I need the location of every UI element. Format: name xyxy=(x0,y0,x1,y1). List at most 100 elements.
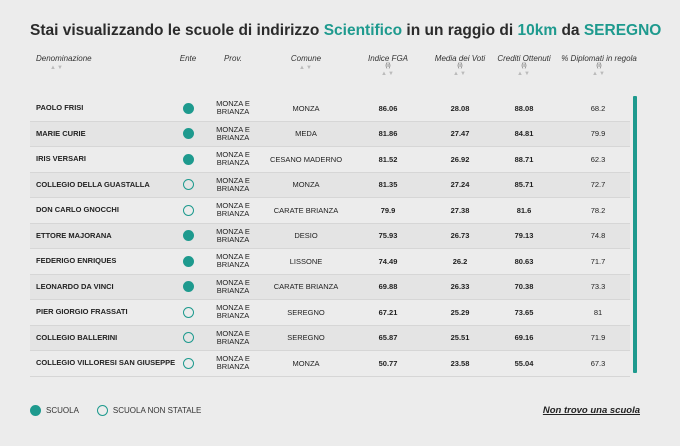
school-diplomati: 71.7 xyxy=(590,256,606,266)
legend-label-statale: SCUOLA xyxy=(46,406,79,415)
school-media-voti: 26.33 xyxy=(450,282,470,292)
school-crediti: 88.08 xyxy=(514,103,534,113)
ente-dot-icon xyxy=(182,179,194,191)
sort-icon[interactable]: ▲▼ xyxy=(50,65,64,71)
school-name[interactable]: FEDERIGO ENRIQUES xyxy=(36,256,117,266)
school-name[interactable]: DON CARLO GNOCCHI xyxy=(36,205,119,215)
title-indirizzo: Scientifico xyxy=(323,22,403,39)
ente-icon xyxy=(182,96,194,121)
school-comune: MONZA xyxy=(292,103,320,113)
ente-dot-icon xyxy=(182,281,194,293)
schools-table: PAOLO FRISI MONZA E BRIANZA MONZA 86.06 … xyxy=(30,96,630,377)
ente-icon xyxy=(182,224,194,249)
ente-dot-icon xyxy=(182,255,194,267)
ente-icon xyxy=(182,173,194,198)
table-row[interactable]: FEDERIGO ENRIQUES MONZA E BRIANZA LISSON… xyxy=(30,249,630,275)
school-name[interactable]: IRIS VERSARI xyxy=(36,154,87,164)
info-icon[interactable]: (i) xyxy=(457,63,463,69)
school-indice-fga: 74.49 xyxy=(378,256,398,266)
table-row[interactable]: IRIS VERSARI MONZA E BRIANZA CESANO MADE… xyxy=(30,147,630,173)
column-comune[interactable]: Comune ▲▼ xyxy=(280,54,332,71)
school-diplomati: 79.9 xyxy=(590,129,606,139)
school-crediti: 55.04 xyxy=(514,358,534,368)
not-found-link[interactable]: Non trovo una scuola xyxy=(542,405,640,416)
filled-circle-icon xyxy=(30,405,41,416)
table-row[interactable]: PIER GIORGIO FRASSATI MONZA E BRIANZA SE… xyxy=(30,300,630,326)
column-crediti[interactable]: Crediti Ottenuti (i) ▲▼ xyxy=(492,54,556,77)
table-row[interactable]: COLLEGIO DELLA GUASTALLA MONZA E BRIANZA… xyxy=(30,172,630,198)
table-row[interactable]: MARIE CURIE MONZA E BRIANZA MEDA 81.86 2… xyxy=(30,121,630,147)
info-icon[interactable]: (i) xyxy=(385,63,391,69)
column-denominazione-label: Denominazione xyxy=(36,54,92,63)
column-media-voti[interactable]: Media dei Voti (i) ▲▼ xyxy=(428,54,492,77)
ente-dot-icon xyxy=(182,357,194,369)
school-crediti: 88.71 xyxy=(514,154,534,164)
school-comune: CARATE BRIANZA xyxy=(273,282,339,292)
school-name[interactable]: PAOLO FRISI xyxy=(36,103,84,113)
table-row[interactable]: PAOLO FRISI MONZA E BRIANZA MONZA 86.06 … xyxy=(30,96,630,122)
school-prov: MONZA E BRIANZA xyxy=(216,277,250,295)
school-crediti: 84.81 xyxy=(514,129,534,139)
table-row[interactable]: COLLEGIO VILLORESI SAN GIUSEPPE MONZA E … xyxy=(30,351,630,377)
ente-icon xyxy=(182,326,194,351)
legend-item-statale: SCUOLA xyxy=(30,405,79,416)
school-prov: MONZA E BRIANZA xyxy=(216,328,250,346)
school-prov: MONZA E BRIANZA xyxy=(216,201,250,219)
column-prov-label: Prov. xyxy=(223,54,243,63)
scrollbar[interactable] xyxy=(633,96,637,373)
sort-icon[interactable]: ▲▼ xyxy=(453,71,467,77)
school-name[interactable]: COLLEGIO BALLERINI xyxy=(36,332,118,342)
school-media-voti: 27.38 xyxy=(450,205,470,215)
legend-item-non-statale: SCUOLA NON STATALE xyxy=(96,405,201,416)
school-crediti: 80.63 xyxy=(514,256,534,266)
ente-dot-icon xyxy=(182,102,194,114)
ente-icon xyxy=(182,275,194,300)
info-icon[interactable]: (i) xyxy=(521,63,527,69)
school-crediti: 85.71 xyxy=(514,180,534,190)
school-indice-fga: 75.93 xyxy=(378,231,398,241)
school-indice-fga: 50.77 xyxy=(378,358,398,368)
school-crediti: 73.65 xyxy=(514,307,534,317)
table-row[interactable]: ETTORE MAJORANA MONZA E BRIANZA DESIO 75… xyxy=(30,223,630,249)
sort-icon[interactable]: ▲▼ xyxy=(517,71,531,77)
column-comune-label: Comune xyxy=(290,54,322,63)
ente-icon xyxy=(182,300,194,325)
school-name[interactable]: COLLEGIO DELLA GUASTALLA xyxy=(36,179,150,189)
school-indice-fga: 79.9 xyxy=(380,205,396,215)
column-ente-label: Ente xyxy=(179,54,197,63)
school-prov: MONZA E BRIANZA xyxy=(216,150,250,168)
ente-icon xyxy=(182,122,194,147)
ente-dot-icon xyxy=(182,204,194,216)
school-diplomati: 68.2 xyxy=(590,103,606,113)
school-name[interactable]: LEONARDO DA VINCI xyxy=(36,281,114,291)
sort-icon[interactable]: ▲▼ xyxy=(299,65,313,71)
school-name[interactable]: PIER GIORGIO FRASSATI xyxy=(36,307,128,317)
sort-icon[interactable]: ▲▼ xyxy=(381,71,395,77)
column-denominazione[interactable]: Denominazione ▲▼ xyxy=(36,54,92,71)
table-row[interactable]: DON CARLO GNOCCHI MONZA E BRIANZA CARATE… xyxy=(30,198,630,224)
school-media-voti: 25.29 xyxy=(450,307,470,317)
school-diplomati: 67.3 xyxy=(590,358,606,368)
school-diplomati: 71.9 xyxy=(590,333,606,343)
sort-icon[interactable]: ▲▼ xyxy=(592,71,606,77)
school-media-voti: 23.58 xyxy=(450,358,470,368)
school-diplomati: 72.7 xyxy=(590,180,606,190)
school-comune: SEREGNO xyxy=(287,307,325,317)
school-indice-fga: 86.06 xyxy=(378,103,398,113)
school-name[interactable]: ETTORE MAJORANA xyxy=(36,230,112,240)
table-row[interactable]: LEONARDO DA VINCI MONZA E BRIANZA CARATE… xyxy=(30,274,630,300)
column-diplomati[interactable]: % Diplomati in regola (i) ▲▼ xyxy=(558,54,640,77)
column-indice-fga[interactable]: Indice FGA (i) ▲▼ xyxy=(362,54,414,77)
school-name[interactable]: COLLEGIO VILLORESI SAN GIUSEPPE xyxy=(36,358,176,368)
school-comune: MONZA xyxy=(292,358,320,368)
info-icon[interactable]: (i) xyxy=(596,63,602,69)
title-radius: 10km xyxy=(517,22,558,39)
title-da: da xyxy=(557,22,584,39)
school-prov: MONZA E BRIANZA xyxy=(216,303,250,321)
school-media-voti: 27.24 xyxy=(450,180,470,190)
legend: SCUOLA SCUOLA NON STATALE xyxy=(30,405,219,416)
school-name[interactable]: MARIE CURIE xyxy=(36,128,86,138)
table-row[interactable]: COLLEGIO BALLERINI MONZA E BRIANZA SEREG… xyxy=(30,325,630,351)
school-crediti: 69.16 xyxy=(514,333,534,343)
school-crediti: 79.13 xyxy=(514,231,534,241)
